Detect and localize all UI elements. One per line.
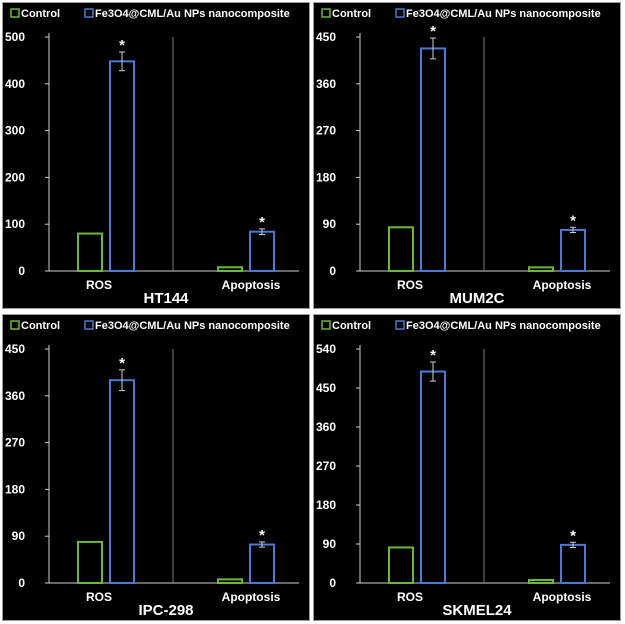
y-tick-label: 540	[316, 342, 336, 356]
y-tick-label: 400	[5, 77, 25, 91]
bar-control-ros	[388, 226, 414, 273]
bar-chart-ht144: Control Fe3O4@CML/Au NPs nanocomposite 0 10…	[5, 8, 299, 307]
legend-label-treatment: Fe3O4@CML/Au NPs nanocomposite	[406, 320, 601, 332]
legend-label-treatment: Fe3O4@CML/Au NPs nanocomposite	[95, 320, 290, 332]
significance-marker: *	[259, 214, 265, 231]
chart-panel-mum2c: Control Fe3O4@CML/Au NPs nanocomposite 0 90…	[313, 2, 621, 309]
y-tick-label: 450	[5, 342, 25, 356]
y-tick-label: 90	[323, 537, 337, 551]
bar-treatment-ros	[109, 379, 135, 584]
y-tick-label: 0	[329, 264, 336, 278]
y-tick-label: 360	[316, 77, 336, 91]
y-tick-label: 180	[316, 170, 336, 184]
significance-marker: *	[570, 212, 576, 229]
chart-panel-skmel24: Control Fe3O4@CML/Au NPs nanocomposite 0 90…	[313, 314, 621, 621]
bar-chart-ipc298: Control Fe3O4@CML/Au NPs nanocomposite 0 90…	[5, 320, 299, 619]
y-tick-label: 270	[5, 436, 25, 450]
x-tick-label-apoptosis: Apoptosis	[222, 278, 281, 292]
panel-title: HT144	[143, 290, 189, 307]
significance-marker: *	[570, 527, 576, 544]
y-tick-label: 360	[316, 420, 336, 434]
x-tick-label-apoptosis: Apoptosis	[222, 590, 281, 604]
x-tick-label-apoptosis: Apoptosis	[533, 590, 592, 604]
legend-swatch-treatment	[84, 8, 94, 18]
legend-label-treatment: Fe3O4@CML/Au NPs nanocomposite	[406, 8, 601, 20]
chart-panel-ipc298: Control Fe3O4@CML/Au NPs nanocomposite 0 90…	[2, 314, 310, 621]
y-tick-label: 180	[5, 482, 25, 496]
bar-treatment-apoptosis	[560, 543, 586, 585]
bar-chart-skmel24: Control Fe3O4@CML/Au NPs nanocomposite 0 90…	[316, 320, 610, 619]
legend-swatch-treatment	[395, 8, 405, 18]
legend-label-control: Control	[21, 8, 60, 20]
bar-control-apoptosis	[528, 266, 554, 272]
x-tick-label-ros: ROS	[86, 590, 112, 604]
bar-treatment-ros	[109, 60, 135, 272]
y-tick-label: 450	[316, 381, 336, 395]
y-tick-label: 360	[5, 389, 25, 403]
legend-label-control: Control	[332, 8, 371, 20]
bar-treatment-ros	[420, 370, 446, 584]
panel-title: SKMEL24	[442, 602, 512, 619]
chart-panel-ht144: Control Fe3O4@CML/Au NPs nanocomposite 0 10…	[2, 2, 310, 309]
y-tick-label: 90	[323, 217, 337, 231]
y-tick-label: 450	[316, 30, 336, 44]
x-tick-label-ros: ROS	[86, 278, 112, 292]
y-tick-label: 100	[5, 217, 25, 231]
significance-marker: *	[119, 37, 125, 54]
significance-marker: *	[430, 347, 436, 364]
y-tick-label: 90	[12, 529, 26, 543]
bar-treatment-apoptosis	[560, 228, 586, 272]
y-tick-label: 200	[5, 170, 25, 184]
significance-marker: *	[259, 527, 265, 544]
legend-swatch-control	[321, 320, 331, 330]
bar-control-apoptosis	[217, 578, 243, 584]
y-tick-label: 270	[316, 124, 336, 138]
y-tick-label: 0	[18, 576, 25, 590]
bar-treatment-apoptosis	[249, 230, 275, 273]
legend-swatch-control	[321, 8, 331, 18]
y-tick-label: 300	[5, 124, 25, 138]
legend-label-treatment: Fe3O4@CML/Au NPs nanocomposite	[95, 8, 290, 20]
bar-control-apoptosis	[528, 578, 554, 585]
y-tick-label: 180	[316, 498, 336, 512]
y-tick-label: 270	[316, 459, 336, 473]
significance-marker: *	[119, 355, 125, 372]
panel-title: MUM2C	[450, 290, 505, 307]
bar-control-apoptosis	[217, 266, 243, 273]
legend-swatch-control	[10, 320, 20, 330]
legend-swatch-treatment	[395, 320, 405, 330]
significance-marker: *	[430, 23, 436, 40]
x-tick-label-ros: ROS	[397, 590, 423, 604]
y-tick-label: 500	[5, 30, 25, 44]
bar-control-ros	[77, 540, 103, 584]
y-tick-label: 0	[329, 576, 336, 590]
legend-label-control: Control	[332, 320, 371, 332]
y-tick-label: 0	[18, 264, 25, 278]
bar-treatment-apoptosis	[249, 543, 275, 585]
bar-control-ros	[77, 232, 103, 272]
legend-swatch-control	[10, 8, 20, 18]
bar-treatment-ros	[420, 47, 446, 272]
legend-label-control: Control	[21, 320, 60, 332]
bar-control-ros	[388, 546, 414, 584]
bar-chart-mum2c: Control Fe3O4@CML/Au NPs nanocomposite 0 90…	[316, 8, 610, 307]
panel-title: IPC-298	[138, 602, 193, 619]
x-tick-label-ros: ROS	[397, 278, 423, 292]
x-tick-label-apoptosis: Apoptosis	[533, 278, 592, 292]
legend-swatch-treatment	[84, 320, 94, 330]
